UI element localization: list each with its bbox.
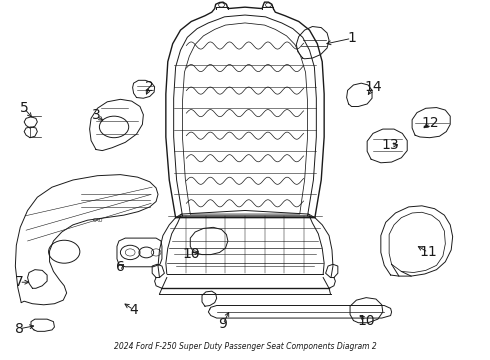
Text: 7: 7	[15, 275, 24, 289]
Text: 3: 3	[92, 108, 100, 122]
Text: 2024 Ford F-250 Super Duty Passenger Seat Components Diagram 2: 2024 Ford F-250 Super Duty Passenger Sea…	[114, 342, 376, 351]
Text: 1: 1	[347, 31, 356, 45]
Text: 6: 6	[116, 260, 125, 274]
Text: 10: 10	[357, 314, 375, 328]
Text: 13: 13	[382, 138, 399, 152]
Text: 4: 4	[129, 303, 138, 317]
Text: 14: 14	[364, 81, 382, 94]
Text: 8: 8	[15, 322, 24, 336]
Text: 10: 10	[182, 247, 200, 261]
Text: 9: 9	[219, 317, 227, 331]
Text: 11: 11	[419, 246, 437, 260]
Text: 2: 2	[146, 80, 154, 94]
Text: 12: 12	[422, 116, 440, 130]
Text: CAO: CAO	[93, 218, 103, 223]
Text: 5: 5	[20, 101, 28, 115]
